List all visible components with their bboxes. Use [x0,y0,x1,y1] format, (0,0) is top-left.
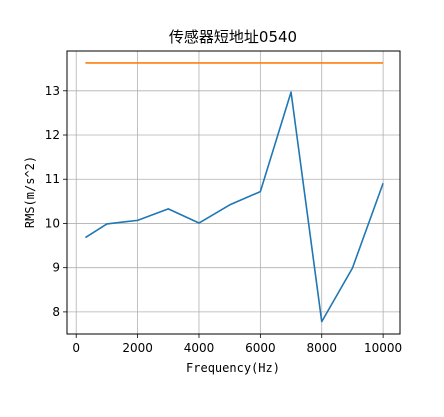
x-tick-label: 10000 [364,341,402,355]
x-tick-label: 0 [72,341,80,355]
x-axis-label: Frequency(Hz) [186,361,280,375]
y-tick-label: 13 [45,84,60,98]
y-axis-label: RMS(m/s^2) [23,156,37,228]
y-tick-label: 10 [45,216,60,230]
y-tick-label: 11 [45,172,60,186]
x-axis-ticks: 0 2000 4000 6000 8000 10000 [72,334,402,355]
x-tick-label: 6000 [245,341,276,355]
y-axis-ticks: 8 9 10 11 12 13 [45,84,67,319]
y-tick-label: 9 [52,261,60,275]
x-tick-label: 2000 [122,341,153,355]
chart-title: 传感器短地址0540 [169,28,297,46]
x-tick-label: 4000 [184,341,215,355]
y-tick-label: 12 [45,128,60,142]
x-tick-label: 8000 [306,341,337,355]
series-group [84,62,384,323]
grid [67,51,400,334]
plot-frame [66,50,401,335]
y-tick-label: 8 [52,305,60,319]
series-line-0 [84,91,384,323]
